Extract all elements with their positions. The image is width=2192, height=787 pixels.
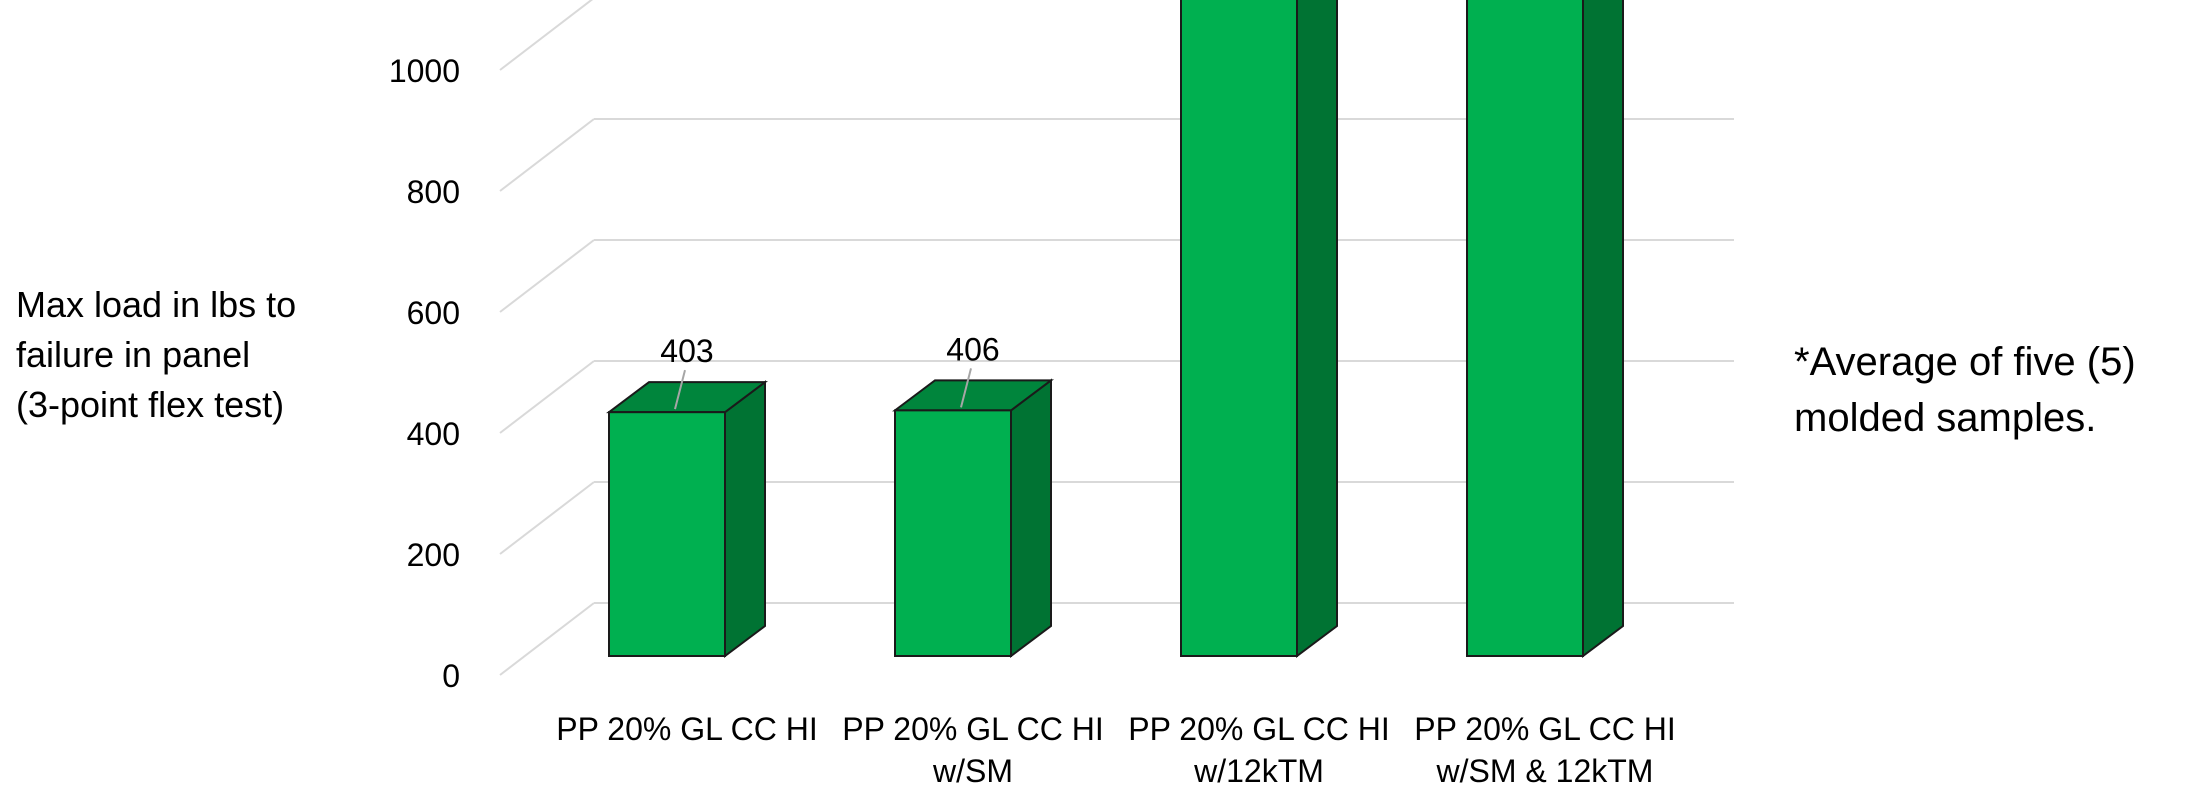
y-axis-label-line: failure in panel — [16, 334, 251, 375]
bar-front-face — [608, 411, 726, 657]
bar-side-face — [1582, 0, 1624, 658]
data-label-leader — [674, 369, 686, 410]
bar-side-face — [1296, 0, 1338, 658]
gridline-diagonal — [499, 360, 595, 434]
bar-front-face — [894, 409, 1012, 657]
x-axis-labels: PP 20% GL CC HI PP 20% GL CC HI w/SM PP 20%… — [556, 711, 1675, 787]
x-category-label: w/SM & 12kTM — [1436, 753, 1654, 787]
x-category-label: PP 20% GL CC HI — [1414, 711, 1675, 747]
y-axis-label-line: Max load in lbs to — [16, 284, 297, 325]
footnote-line: *Average of five (5) — [1794, 340, 2136, 384]
y-tick-label: 1000 — [389, 53, 460, 89]
x-category-label: PP 20% GL CC HI — [1128, 711, 1389, 747]
bar-front-face — [1180, 0, 1298, 657]
chart-bars: 403 406 1160 1222 — [606, 0, 1624, 658]
footnote-annotation: *Average of five (5) molded samples. — [1794, 334, 2184, 446]
gridline-diagonal — [499, 239, 595, 313]
data-label: 406 — [946, 331, 999, 367]
x-category-label: PP 20% GL CC HI — [842, 711, 1103, 747]
bar-front-face — [1466, 0, 1584, 657]
x-category-label: w/12kTM — [1193, 753, 1324, 787]
gridline-diagonal — [499, 118, 595, 192]
gridline-diagonal — [499, 481, 595, 555]
data-label-leader — [960, 368, 972, 408]
y-axis-label-line: (3-point flex test) — [16, 384, 285, 425]
y-axis-ticks: 0200400600800100012001400 — [389, 53, 460, 694]
x-category-label: PP 20% GL CC HI — [556, 711, 817, 747]
y-axis-label: Max load in lbs to failure in panel (3-p… — [16, 280, 336, 430]
y-tick-label: 400 — [407, 416, 460, 452]
bar: 1160 — [1180, 0, 1338, 658]
bar-side-face — [1010, 378, 1052, 658]
bar: 403 — [606, 333, 768, 658]
x-category-label: w/SM — [932, 753, 1013, 787]
gridline-diagonal — [499, 602, 595, 676]
y-tick-label: 600 — [407, 295, 460, 331]
data-label: 403 — [660, 333, 713, 369]
footnote-line: molded samples. — [1794, 396, 2097, 440]
gridline-diagonal — [499, 0, 594, 71]
bar-side-face — [724, 380, 766, 658]
y-tick-label: 800 — [407, 174, 460, 210]
y-tick-label: 0 — [442, 658, 460, 694]
y-tick-label: 200 — [407, 537, 460, 573]
bar: 1222 — [1466, 0, 1624, 658]
bar: 406 — [892, 331, 1054, 658]
